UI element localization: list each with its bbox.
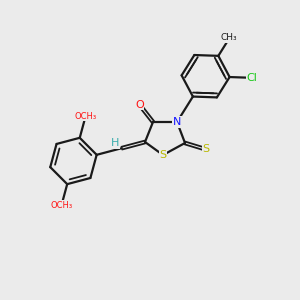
Text: Cl: Cl bbox=[246, 73, 257, 83]
Text: S: S bbox=[159, 150, 167, 160]
Text: H: H bbox=[111, 138, 119, 148]
Text: OCH₃: OCH₃ bbox=[50, 201, 73, 210]
Text: OCH₃: OCH₃ bbox=[74, 112, 97, 121]
Text: N: N bbox=[173, 117, 181, 127]
Text: O: O bbox=[135, 100, 144, 110]
Text: S: S bbox=[202, 144, 210, 154]
Text: CH₃: CH₃ bbox=[220, 33, 237, 42]
